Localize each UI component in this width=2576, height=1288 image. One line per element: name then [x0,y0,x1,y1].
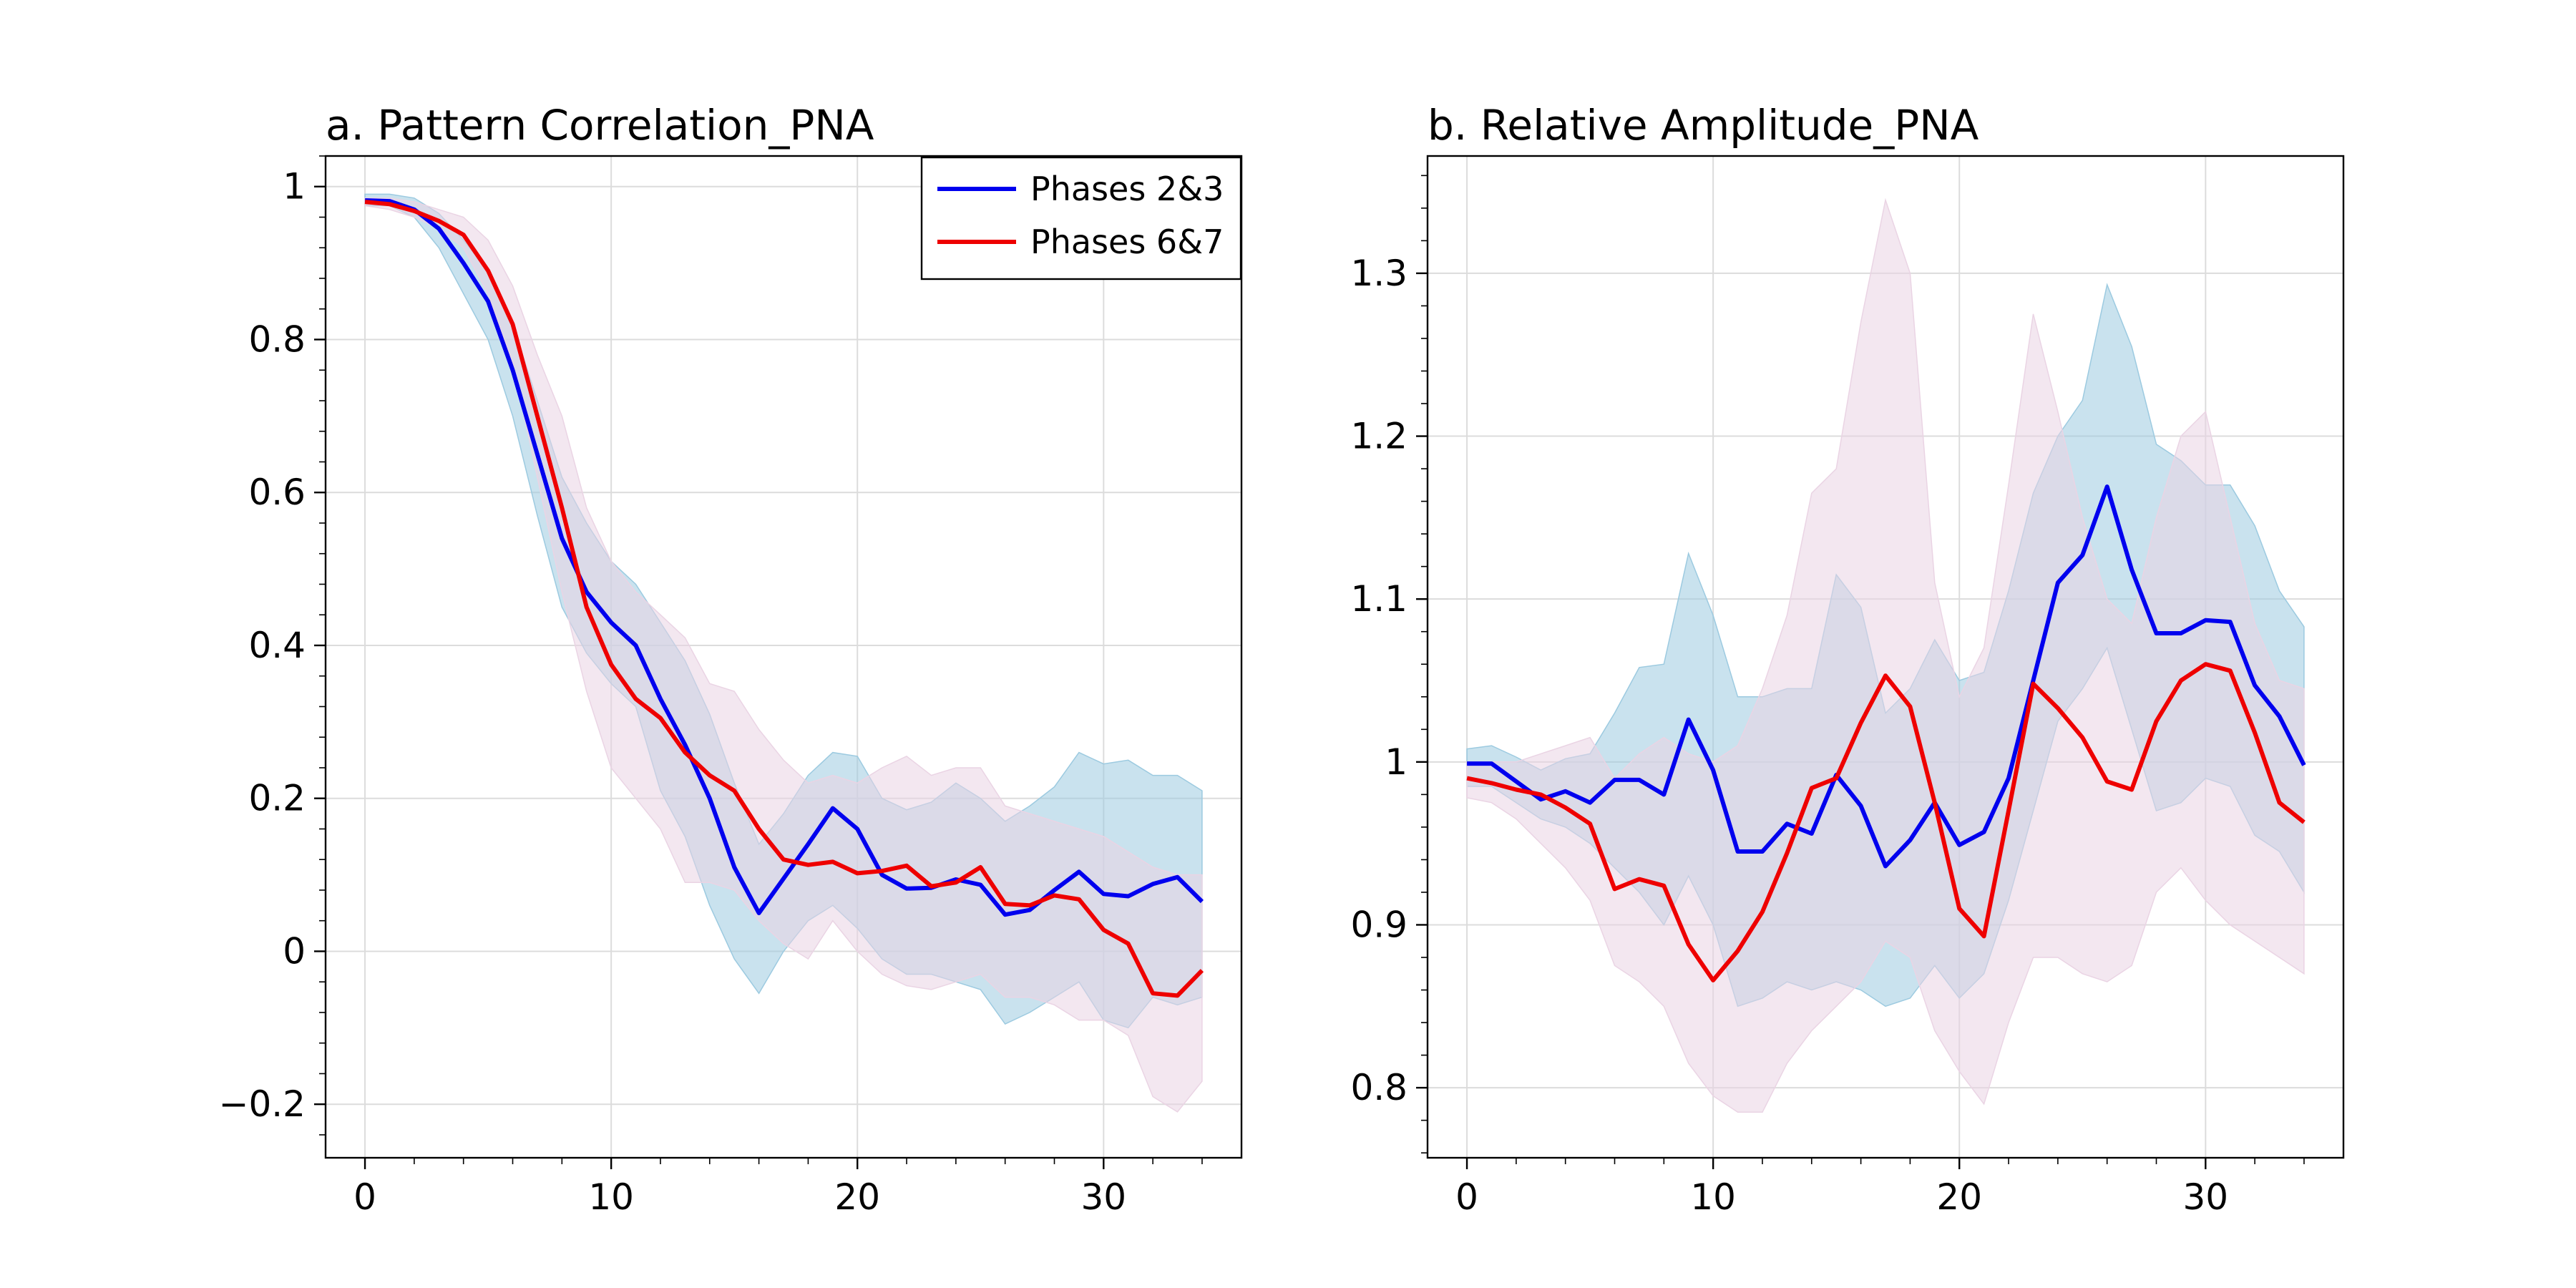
y-tick-label: 0.9 [1350,904,1407,945]
panel-relative-amplitude: 0 10 20 30 0.8 0.9 1 1.1 1.2 1.3 b. Relative Amp… [1350,101,2345,1218]
y-axis: −0.2 0 0.2 0.4 0.6 0.8 1 [219,155,326,1136]
y-tick-label: 0.2 [248,778,306,819]
panel-title: b. Relative Amplitude_PNA [1428,101,1979,150]
legend-box [920,156,1242,280]
y-tick-label: 1.2 [1350,416,1407,457]
x-axis: 0 10 20 30 [353,1158,1203,1218]
panel-title: a. Pattern Correlation_PNA [326,101,874,150]
y-tick-label: 0 [283,930,306,972]
x-tick-label: 0 [353,1176,376,1218]
y-tick-label: 0.8 [248,318,306,360]
series-lines [364,198,1204,998]
x-tick-label: 0 [1455,1176,1478,1218]
y-tick-label: 1 [283,166,306,208]
legend: Phases 2&3 Phases 6&7 [920,156,1242,280]
y-tick-label: 0.8 [1350,1067,1407,1108]
x-tick-label: 10 [588,1176,634,1218]
band-phases-6-7 [1466,197,2305,1113]
y-tick-label: 1.3 [1350,253,1407,294]
legend-label-phases-6-7: Phases 6&7 [1030,223,1224,261]
plot-frame [324,155,1243,1159]
series-line-phases-6-7 [364,200,1204,998]
plot-frame [1426,155,2345,1159]
x-axis: 0 10 20 30 [1455,1158,2305,1218]
y-axis: 0.8 0.9 1 1.1 1.2 1.3 [1350,175,1428,1153]
series-line-phases-2-3 [365,198,1204,917]
panel-pattern-correlation: 0 10 20 30 −0.2 0 0.2 0.4 0.6 0.8 1 a. Pattern Co… [219,101,1243,1218]
legend-label-phases-2-3: Phases 2&3 [1030,170,1224,208]
x-tick-label: 20 [1936,1176,1982,1218]
series-line-phases-2-3 [1467,484,2306,869]
x-tick-label: 20 [834,1176,880,1218]
y-tick-label: 1 [1385,741,1407,783]
x-tick-label: 30 [2182,1176,2228,1218]
x-tick-label: 10 [1690,1176,1736,1218]
series-line-phases-6-7 [1466,662,2306,982]
y-tick-label: −0.2 [219,1083,306,1125]
y-tick-label: 1.1 [1350,578,1407,620]
confidence-bands [364,193,1203,1113]
x-tick-label: 30 [1080,1176,1126,1218]
confidence-bands [1466,197,2305,1113]
y-tick-label: 0.6 [248,472,306,513]
y-tick-label: 0.4 [248,625,306,666]
series-lines [1466,484,2306,982]
